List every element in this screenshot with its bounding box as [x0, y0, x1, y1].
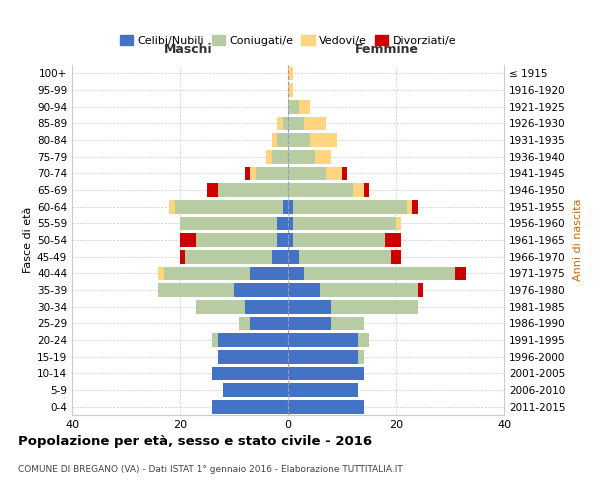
Bar [277, 233, 288, 247]
Legend: Celibi/Nubili, Coniugati/e, Vedovi/e, Divorziati/e: Celibi/Nubili, Coniugati/e, Vedovi/e, Di… [115, 30, 461, 50]
Text: Maschi: Maschi [164, 44, 213, 56]
Bar [358, 350, 364, 364]
Bar [245, 166, 250, 180]
Bar [245, 300, 288, 314]
Bar [385, 233, 401, 247]
Bar [358, 333, 369, 347]
Bar [326, 166, 342, 180]
Bar [288, 300, 331, 314]
Text: COMUNE DI BREGANO (VA) - Dati ISTAT 1° gennaio 2016 - Elaborazione TUTTITALIA.IT: COMUNE DI BREGANO (VA) - Dati ISTAT 1° g… [18, 465, 403, 474]
Bar [239, 316, 250, 330]
Bar [288, 333, 358, 347]
Bar [272, 150, 288, 164]
Bar [223, 383, 288, 397]
Bar [185, 250, 272, 264]
Bar [320, 283, 418, 297]
Bar [288, 116, 304, 130]
Bar [250, 166, 256, 180]
Bar [331, 300, 418, 314]
Bar [288, 183, 353, 197]
Bar [277, 133, 288, 147]
Bar [158, 283, 234, 297]
Bar [277, 216, 288, 230]
Bar [272, 250, 288, 264]
Bar [288, 66, 293, 80]
Bar [256, 166, 288, 180]
Bar [304, 266, 455, 280]
Y-axis label: Anni di nascita: Anni di nascita [572, 198, 583, 281]
Bar [364, 183, 369, 197]
Bar [288, 200, 293, 213]
Bar [250, 316, 288, 330]
Bar [196, 233, 277, 247]
Bar [272, 133, 277, 147]
Bar [277, 116, 283, 130]
Bar [342, 166, 347, 180]
Bar [196, 300, 245, 314]
Bar [288, 266, 304, 280]
Bar [212, 333, 218, 347]
Bar [391, 250, 401, 264]
Bar [288, 133, 310, 147]
Bar [218, 183, 288, 197]
Bar [175, 200, 283, 213]
Bar [288, 316, 331, 330]
Bar [288, 366, 364, 380]
Bar [288, 283, 320, 297]
Text: Femmine: Femmine [355, 44, 419, 56]
Text: Popolazione per età, sesso e stato civile - 2016: Popolazione per età, sesso e stato civil… [18, 435, 372, 448]
Bar [299, 250, 391, 264]
Y-axis label: Fasce di età: Fasce di età [23, 207, 33, 273]
Bar [288, 150, 315, 164]
Bar [412, 200, 418, 213]
Bar [180, 233, 196, 247]
Bar [288, 383, 358, 397]
Bar [164, 266, 250, 280]
Bar [218, 333, 288, 347]
Bar [310, 133, 337, 147]
Bar [288, 166, 326, 180]
Bar [207, 183, 218, 197]
Bar [288, 83, 293, 97]
Bar [353, 183, 364, 197]
Bar [455, 266, 466, 280]
Bar [418, 283, 423, 297]
Bar [250, 266, 288, 280]
Bar [283, 116, 288, 130]
Bar [407, 200, 412, 213]
Bar [288, 250, 299, 264]
Bar [288, 100, 299, 114]
Bar [293, 216, 396, 230]
Bar [266, 150, 272, 164]
Bar [218, 350, 288, 364]
Bar [315, 150, 331, 164]
Bar [169, 200, 175, 213]
Bar [288, 400, 364, 413]
Bar [396, 216, 401, 230]
Bar [180, 216, 277, 230]
Bar [283, 200, 288, 213]
Bar [212, 366, 288, 380]
Bar [293, 200, 407, 213]
Bar [212, 400, 288, 413]
Bar [304, 116, 326, 130]
Bar [299, 100, 310, 114]
Bar [331, 316, 364, 330]
Bar [180, 250, 185, 264]
Bar [288, 216, 293, 230]
Bar [158, 266, 164, 280]
Bar [288, 350, 358, 364]
Bar [288, 233, 293, 247]
Bar [234, 283, 288, 297]
Bar [293, 233, 385, 247]
